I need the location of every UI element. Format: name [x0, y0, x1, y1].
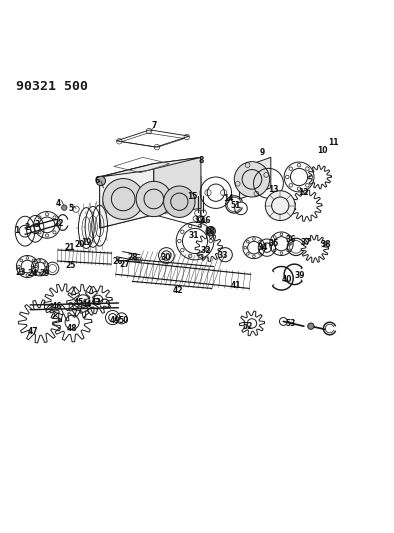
Text: 36: 36 — [286, 235, 296, 244]
Text: 28: 28 — [127, 253, 138, 262]
Text: 39: 39 — [295, 271, 305, 280]
Text: 9: 9 — [259, 148, 264, 157]
Circle shape — [265, 191, 295, 221]
Text: 31: 31 — [189, 231, 199, 240]
Circle shape — [61, 205, 67, 211]
Text: 45: 45 — [74, 298, 84, 307]
Text: 21: 21 — [64, 243, 74, 252]
Text: 25: 25 — [65, 261, 76, 270]
Text: 44: 44 — [82, 301, 92, 310]
Polygon shape — [100, 157, 201, 177]
Text: 16: 16 — [201, 216, 211, 225]
Text: 43: 43 — [91, 298, 101, 307]
Text: 2: 2 — [25, 223, 30, 232]
Text: 22: 22 — [54, 219, 64, 228]
Text: 18: 18 — [204, 228, 215, 237]
Text: 6: 6 — [94, 176, 100, 185]
Circle shape — [164, 186, 195, 217]
Text: 8: 8 — [198, 156, 204, 165]
Text: 40: 40 — [281, 274, 292, 284]
Text: 5: 5 — [69, 204, 74, 213]
Circle shape — [234, 161, 269, 197]
Text: 20: 20 — [74, 240, 84, 249]
Text: 42: 42 — [173, 286, 183, 295]
Circle shape — [96, 176, 106, 185]
Text: 30: 30 — [160, 253, 171, 262]
Text: 50: 50 — [118, 316, 128, 325]
Text: 48: 48 — [67, 324, 78, 333]
Text: 17: 17 — [194, 216, 204, 225]
Text: 41: 41 — [230, 281, 241, 290]
Text: 1: 1 — [15, 226, 20, 235]
Circle shape — [206, 227, 216, 236]
Text: 19: 19 — [81, 238, 91, 247]
Text: 26: 26 — [112, 257, 123, 266]
Text: 90321 500: 90321 500 — [17, 80, 88, 93]
Text: 15: 15 — [187, 192, 197, 201]
Text: 35: 35 — [268, 239, 279, 248]
Circle shape — [308, 323, 314, 329]
Text: 23: 23 — [16, 268, 26, 277]
Text: 52: 52 — [242, 322, 253, 330]
Text: 38: 38 — [320, 240, 331, 249]
Text: 34: 34 — [258, 243, 268, 252]
Text: 13: 13 — [268, 185, 279, 195]
Text: 29: 29 — [39, 269, 50, 278]
Text: 27: 27 — [119, 260, 130, 269]
Text: 47: 47 — [28, 327, 38, 336]
Polygon shape — [154, 157, 201, 215]
Text: 11: 11 — [328, 139, 339, 147]
Text: 53: 53 — [285, 319, 296, 328]
Text: 33: 33 — [217, 251, 228, 260]
Text: 3: 3 — [35, 220, 40, 229]
Text: 24: 24 — [28, 269, 38, 278]
Text: 4: 4 — [56, 199, 61, 208]
Text: 46: 46 — [51, 302, 62, 311]
Text: 10: 10 — [318, 146, 328, 155]
Text: 49: 49 — [109, 316, 120, 325]
Text: 37: 37 — [301, 238, 312, 247]
Polygon shape — [100, 164, 154, 228]
Text: 7: 7 — [152, 122, 157, 131]
Polygon shape — [240, 157, 271, 199]
Circle shape — [218, 248, 232, 262]
Text: 51: 51 — [230, 201, 241, 210]
Text: 14: 14 — [223, 195, 234, 204]
Circle shape — [136, 181, 171, 216]
Text: 32: 32 — [201, 246, 211, 255]
Circle shape — [103, 179, 143, 220]
Text: 12: 12 — [298, 188, 308, 197]
